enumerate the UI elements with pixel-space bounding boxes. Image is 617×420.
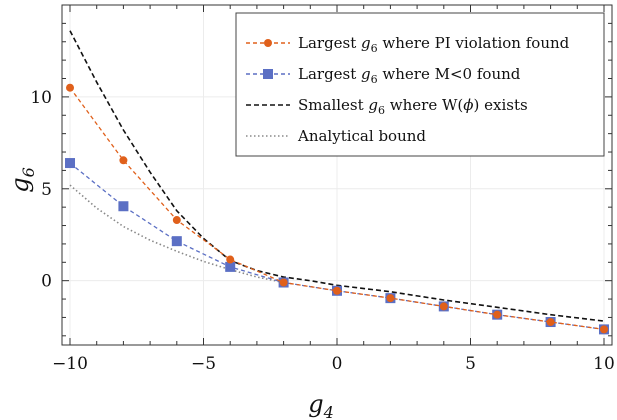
- x-axis-title-subscript: 4: [323, 403, 334, 420]
- axis-ticks: −10 −5 0 5 10 0 5 10: [30, 4, 615, 374]
- x-axis-title: g4: [308, 390, 334, 420]
- data-point: [119, 156, 128, 165]
- data-point: [172, 216, 181, 225]
- legend-label-2: Smallest g6 where W(ϕ) exists: [298, 96, 528, 117]
- y-tick-label: 10: [30, 88, 52, 108]
- y-tick-label: 0: [41, 272, 52, 292]
- series-line-0: [69, 87, 605, 331]
- legend: Largest g6 where PI violation found Large…: [235, 12, 605, 157]
- x-tick-label: 10: [593, 354, 615, 374]
- data-point: [118, 201, 129, 212]
- x-tick-label: 0: [332, 354, 343, 374]
- x-tick-label: −5: [191, 354, 216, 374]
- data-point: [279, 278, 288, 287]
- legend-swatch-marker: [263, 69, 273, 79]
- x-tick-label: 5: [465, 354, 476, 374]
- data-point: [225, 261, 236, 272]
- series-layer: [65, 30, 609, 335]
- data-point: [599, 325, 608, 334]
- data-point: [546, 318, 555, 327]
- data-point: [226, 255, 235, 264]
- data-point: [66, 83, 75, 92]
- data-point: [439, 302, 448, 311]
- data-point: [171, 236, 182, 247]
- legend-box: [235, 12, 605, 157]
- y-axis-title-subscript: 6: [19, 167, 38, 177]
- series-0: [66, 83, 608, 334]
- series-line-2: [69, 30, 605, 322]
- legend-label-1: Largest g6 where M<0 found: [298, 65, 521, 86]
- data-point: [386, 294, 395, 303]
- legend-label-0: Largest g6 where PI violation found: [298, 34, 570, 55]
- data-point: [493, 310, 502, 319]
- legend-label-3: Analytical bound: [297, 127, 426, 145]
- y-axis-title: g6: [6, 167, 38, 193]
- y-tick-label: 5: [41, 180, 52, 200]
- x-tick-label: −10: [52, 354, 88, 374]
- series-2: [69, 30, 605, 322]
- legend-swatch-marker: [264, 39, 272, 47]
- data-point: [65, 158, 76, 169]
- data-point: [333, 286, 341, 295]
